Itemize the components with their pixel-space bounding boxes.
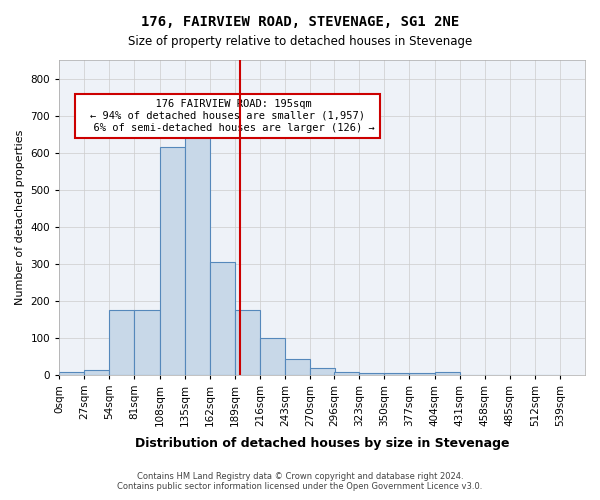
Text: Size of property relative to detached houses in Stevenage: Size of property relative to detached ho…: [128, 35, 472, 48]
Bar: [260, 338, 285, 374]
Bar: [385, 373, 409, 374]
Text: 176, FAIRVIEW ROAD, STEVENAGE, SG1 2NE: 176, FAIRVIEW ROAD, STEVENAGE, SG1 2NE: [141, 15, 459, 29]
Bar: [359, 373, 385, 374]
Y-axis label: Number of detached properties: Number of detached properties: [15, 130, 25, 305]
Text: Contains HM Land Registry data © Crown copyright and database right 2024.
Contai: Contains HM Land Registry data © Crown c…: [118, 472, 482, 491]
Bar: [334, 372, 359, 374]
Text: 176 FAIRVIEW ROAD: 195sqm
← 94% of detached houses are smaller (1,957)
  6% of s: 176 FAIRVIEW ROAD: 195sqm ← 94% of detac…: [80, 100, 374, 132]
Bar: [134, 310, 160, 374]
Bar: [409, 373, 434, 374]
Bar: [59, 372, 84, 374]
Bar: [209, 262, 235, 374]
Bar: [109, 310, 134, 374]
X-axis label: Distribution of detached houses by size in Stevenage: Distribution of detached houses by size …: [135, 437, 509, 450]
Bar: [285, 359, 310, 374]
Bar: [185, 134, 209, 374]
Bar: [235, 310, 260, 374]
Bar: [160, 147, 185, 374]
Bar: [434, 372, 460, 374]
Bar: [84, 370, 109, 374]
Bar: [310, 368, 335, 374]
